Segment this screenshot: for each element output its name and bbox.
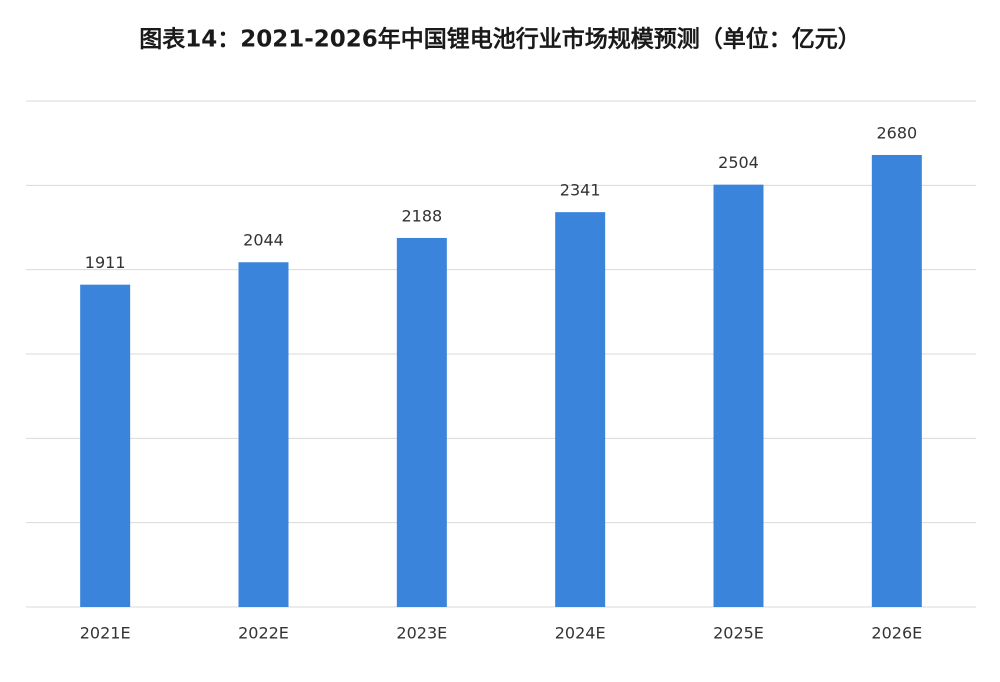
value-label: 2044	[243, 231, 284, 250]
value-label: 2504	[718, 153, 759, 172]
bar	[80, 284, 131, 607]
bar	[238, 262, 289, 607]
x-tick-label: 2026E	[871, 624, 922, 643]
value-label: 2341	[560, 181, 601, 200]
value-label: 2680	[876, 123, 917, 142]
bar	[713, 184, 764, 607]
chart-title: 图表14：2021-2026年中国锂电池行业市场规模预测（单位：亿元）	[139, 26, 861, 53]
x-tick-label: 2022E	[238, 624, 289, 643]
x-tick-label: 2025E	[713, 624, 764, 643]
x-tick-label: 2021E	[80, 624, 131, 643]
x-tick-label: 2023E	[396, 624, 447, 643]
bar	[555, 212, 606, 607]
value-label: 2188	[401, 206, 442, 225]
value-label: 1911	[85, 253, 126, 272]
bar	[396, 237, 447, 607]
bar	[871, 154, 922, 607]
x-tick-label: 2024E	[555, 624, 606, 643]
